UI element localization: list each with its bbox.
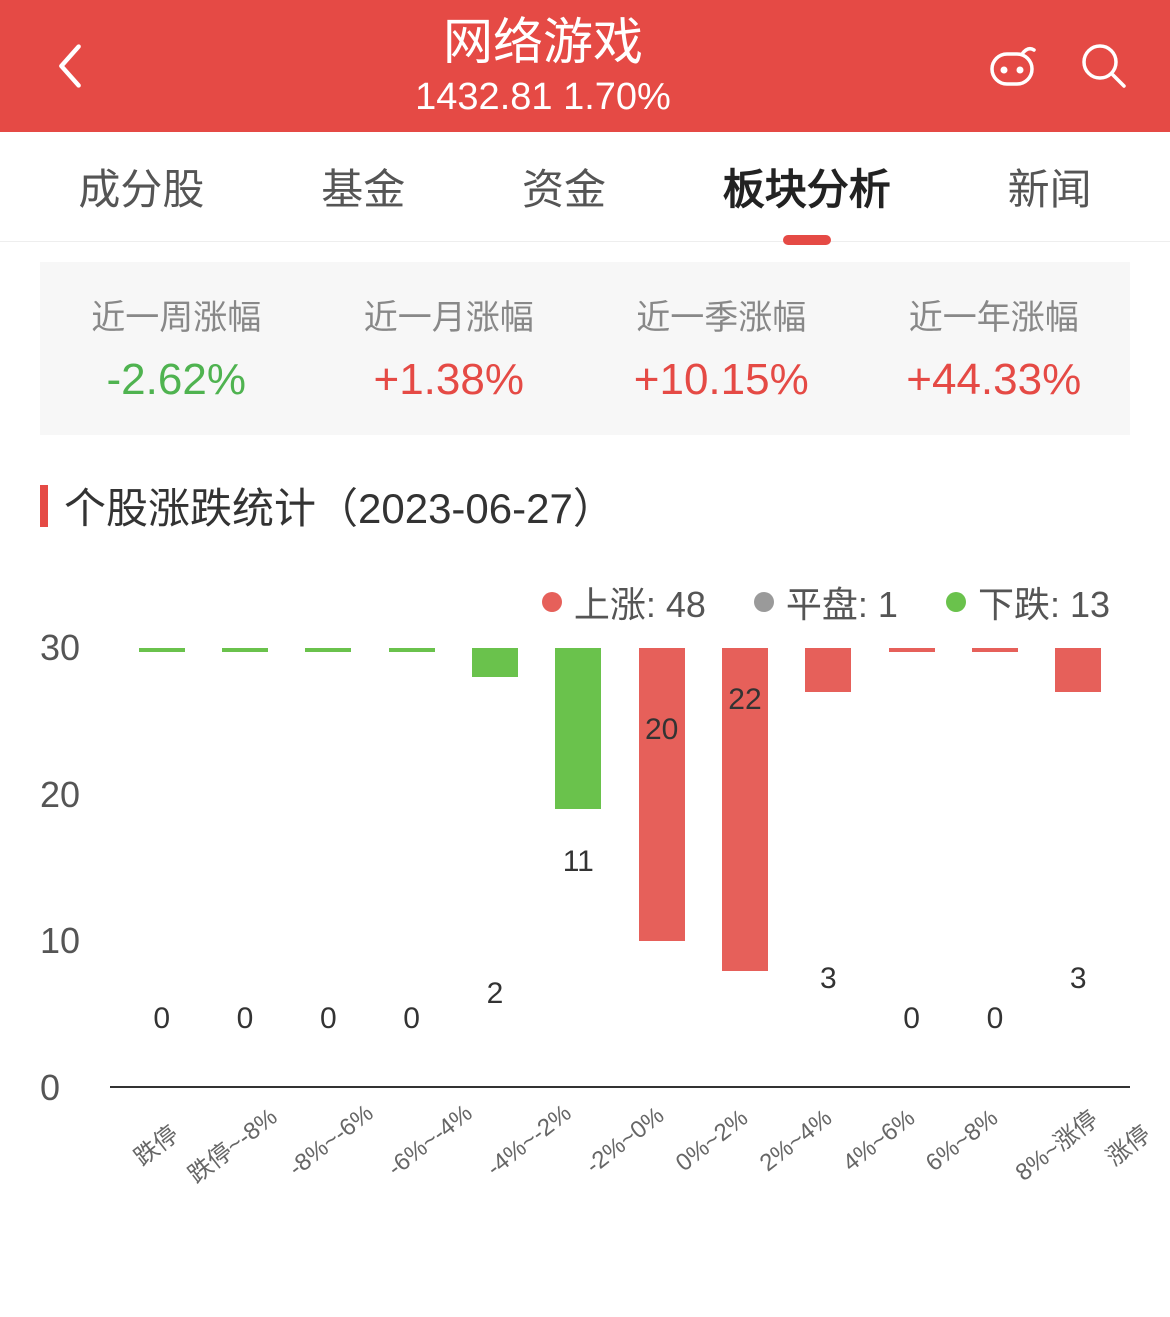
period-stat-label: 近一周涨幅 [40, 290, 313, 339]
y-tick: 30 [40, 627, 100, 669]
bar-rect [305, 648, 351, 652]
bar-value: 0 [987, 1002, 1004, 1042]
title-sub: 1432.81 1.70% [100, 74, 986, 120]
x-label: 6%~8% [921, 1104, 1008, 1183]
period-stat-label: 近一年涨幅 [858, 290, 1131, 339]
bar-value: 20 [645, 713, 678, 753]
bar-value: 0 [903, 1002, 920, 1042]
bar-value: 0 [403, 1002, 420, 1042]
bar-rect [472, 648, 518, 677]
tabs-bar: 成分股 基金 资金 板块分析 新闻 [0, 132, 1170, 242]
legend-text: 上涨: 48 [574, 576, 706, 628]
bar-col-10: 0 [953, 648, 1036, 1086]
legend-item-1: 平盘: 1 [754, 576, 898, 628]
bar-rect [139, 648, 185, 652]
x-label: -8%~-6% [283, 1099, 383, 1188]
index-value: 1432.81 [415, 76, 552, 118]
period-stat-2: 近一季涨幅 +10.15% [585, 290, 858, 405]
bar-rect [805, 648, 851, 692]
x-label: -4%~-2% [482, 1099, 582, 1188]
section-title-accent [40, 485, 48, 527]
bar-value: 0 [237, 1002, 254, 1042]
period-stat-1: 近一月涨幅 +1.38% [313, 290, 586, 405]
period-stat-value: +10.15% [585, 355, 858, 405]
bar-value: 2 [487, 977, 504, 1017]
bar-value: 22 [728, 683, 761, 723]
bar-rect [889, 648, 935, 652]
bar-value: 3 [820, 962, 837, 1002]
bar-col-9: 0 [870, 648, 953, 1086]
bar-value: 0 [320, 1002, 337, 1042]
bot-icon [986, 40, 1038, 92]
search-button[interactable] [1078, 40, 1130, 92]
bar-col-3: 0 [370, 648, 453, 1086]
index-change: 1.70% [563, 76, 671, 118]
bar-col-6: 20 [620, 648, 703, 1086]
bar-value: 11 [563, 845, 594, 885]
legend-item-0: 上涨: 48 [542, 576, 706, 628]
search-icon [1078, 40, 1130, 92]
x-label: 跌停 [125, 1115, 184, 1172]
legend-text: 下跌: 13 [978, 576, 1110, 628]
x-label: -2%~0% [581, 1102, 675, 1186]
bar-value: 3 [1070, 962, 1087, 1002]
bar-col-0: 0 [120, 648, 203, 1086]
bar-rect [639, 648, 685, 941]
legend-dot [542, 592, 562, 612]
x-axis-labels: 跌停跌停~-8%-8%~-6%-6%~-4%-4%~-2%-2%~0%0%~2%… [110, 1096, 1130, 1165]
y-tick: 0 [40, 1067, 100, 1109]
tab-2[interactable]: 资金 [522, 146, 606, 227]
bar-rect [555, 648, 601, 809]
legend-dot [946, 592, 966, 612]
chevron-left-icon [57, 44, 83, 88]
period-stat-0: 近一周涨幅 -2.62% [40, 290, 313, 405]
bot-button[interactable] [986, 40, 1038, 92]
period-stats-panel: 近一周涨幅 -2.62%近一月涨幅 +1.38% 近一季涨幅 +10.15%近一年涨幅 +… [40, 262, 1130, 435]
plot-area: 0 0 0 0 2 11 20 22 3 0 0 3 [110, 648, 1130, 1088]
period-stat-label: 近一季涨幅 [585, 290, 858, 339]
bar-rect [222, 648, 268, 652]
bar-value: 0 [153, 1002, 170, 1042]
period-stat-value: -2.62% [40, 355, 313, 405]
bar-col-4: 2 [453, 648, 536, 1086]
title-main: 网络游戏 [100, 12, 986, 72]
bar-rect [972, 648, 1018, 652]
x-label: 8%~涨停 [1006, 1100, 1104, 1187]
bar-col-1: 0 [203, 648, 286, 1086]
x-label: 跌停~-8% [179, 1098, 283, 1190]
y-tick: 20 [40, 774, 100, 816]
bar-col-2: 0 [287, 648, 370, 1086]
period-stat-label: 近一月涨幅 [313, 290, 586, 339]
tab-1[interactable]: 基金 [321, 146, 405, 227]
period-stat-3: 近一年涨幅 +44.33% [858, 290, 1131, 405]
tab-4[interactable]: 新闻 [1008, 146, 1092, 227]
period-stat-value: +44.33% [858, 355, 1131, 405]
bar-rect [1055, 648, 1101, 692]
y-tick: 10 [40, 920, 100, 962]
tab-3[interactable]: 板块分析 [723, 146, 891, 227]
x-label: 0%~2% [671, 1104, 758, 1183]
bar-col-11: 3 [1037, 648, 1120, 1086]
x-label: -6%~-4% [383, 1099, 483, 1188]
tab-0[interactable]: 成分股 [78, 146, 204, 227]
bar-col-8: 3 [787, 648, 870, 1086]
page-title: 网络游戏 1432.81 1.70% [100, 12, 986, 120]
period-stat-value: +1.38% [313, 355, 586, 405]
section-title: 个股涨跌统计（2023-06-27） [40, 475, 1130, 536]
chart-legend: 上涨: 48 平盘: 1 下跌: 13 [0, 576, 1110, 628]
bar-rect [389, 648, 435, 652]
x-label: 2%~4% [754, 1104, 841, 1183]
legend-dot [754, 592, 774, 612]
distribution-chart: 0102030 000021120223003 跌停跌停~-8%-8%~-6%-… [40, 648, 1130, 1208]
legend-item-2: 下跌: 13 [946, 576, 1110, 628]
section-title-text: 个股涨跌统计（2023-06-27） [64, 475, 615, 536]
x-label: 涨停 [1098, 1115, 1157, 1172]
back-button[interactable] [40, 44, 100, 88]
bar-col-5: 11 [537, 648, 620, 1086]
y-axis: 0102030 [40, 648, 100, 1088]
x-label: 4%~6% [838, 1104, 925, 1183]
legend-text: 平盘: 1 [786, 576, 898, 628]
bar-col-7: 22 [703, 648, 786, 1086]
